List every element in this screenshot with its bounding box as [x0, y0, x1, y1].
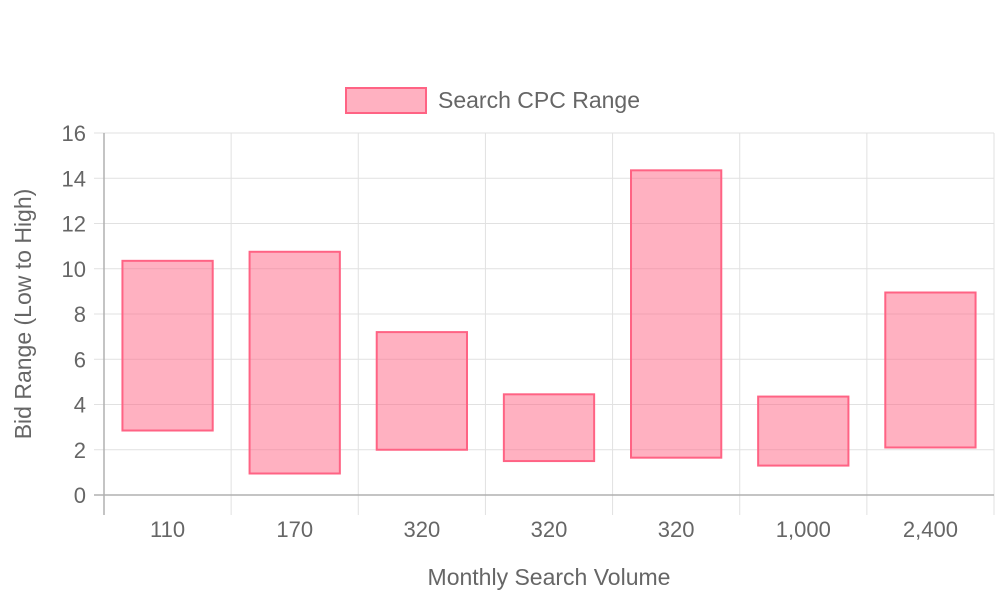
y-tick-label: 16	[62, 121, 86, 146]
y-axis-title: Bid Range (Low to High)	[10, 189, 36, 440]
y-tick-label: 8	[74, 302, 86, 327]
x-tick-label: 1,000	[776, 517, 831, 542]
range-bar	[502, 393, 596, 463]
legend[interactable]: Search CPC Range	[345, 87, 640, 114]
range-bar	[757, 395, 850, 467]
x-tick-label: 320	[658, 517, 695, 542]
range-bar	[248, 250, 341, 475]
range-bar	[630, 169, 723, 459]
x-tick-label: 110	[150, 517, 185, 542]
y-tick-label: 12	[62, 212, 86, 237]
y-tick-label: 4	[74, 393, 86, 418]
y-tick-label: 6	[74, 347, 86, 372]
axes	[94, 133, 994, 515]
range-bar	[121, 259, 214, 432]
legend-swatch[interactable]	[345, 87, 427, 114]
x-tick-label: 320	[531, 517, 568, 542]
y-tick-label: 14	[62, 166, 86, 191]
legend-label[interactable]: Search CPC Range	[438, 87, 640, 113]
y-tick-label: 10	[62, 257, 86, 282]
range-bar	[884, 291, 977, 449]
x-tick-label: 320	[403, 517, 440, 542]
y-tick-labels: 0 2 4 6 8 10 12 14 16	[62, 121, 86, 508]
x-axis-title: Monthly Search Volume	[428, 564, 671, 590]
x-tick-label: 170	[276, 517, 313, 542]
y-tick-label: 2	[74, 438, 86, 463]
y-tick-label: 0	[74, 483, 86, 508]
range-bar	[375, 331, 468, 451]
x-tick-labels: 110 170 320 320 320 1,000 2,400	[150, 517, 958, 542]
range-bars	[121, 169, 977, 475]
x-tick-label: 2,400	[903, 517, 958, 542]
